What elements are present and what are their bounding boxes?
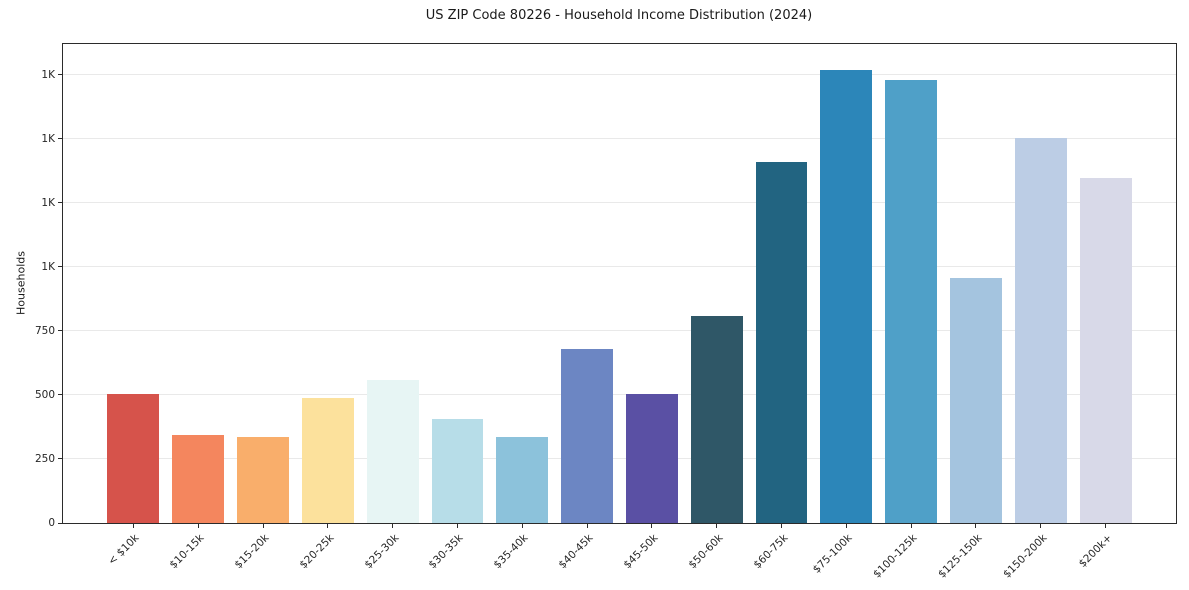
x-tick-mark [1105,524,1107,528]
gridline [63,330,1176,332]
gridline [63,74,1176,76]
gridline [63,202,1176,204]
bar [561,348,613,523]
gridline [63,394,1176,396]
y-tick-label: 1K [41,260,55,273]
bar [885,79,938,523]
bar [431,419,484,523]
bar [820,69,873,523]
plot-area [62,43,1177,524]
y-tick-label: 250 [34,452,55,465]
bar [366,379,419,523]
x-tick-mark [1040,524,1042,528]
bar [950,278,1002,523]
x-tick-mark [586,524,588,528]
gridline [63,138,1176,140]
x-tick-label: < $10k [106,532,142,568]
gridline [63,458,1176,460]
x-tick-mark [456,524,458,528]
x-tick-label: $35-40k [491,532,531,572]
x-tick-label: $40-45k [556,532,596,572]
x-tick-mark [781,524,783,528]
bar [237,437,289,523]
y-tick-mark [58,522,62,524]
y-tick-label: 750 [34,324,55,337]
x-tick-mark [845,524,847,528]
x-tick-mark [521,524,523,528]
y-tick-label: 1K [41,132,55,145]
bar [496,437,549,523]
bar [301,397,354,523]
x-tick-label: $150-200k [1000,532,1050,581]
y-tick-mark [58,202,62,204]
gridline [63,266,1176,268]
y-tick-label: 1K [41,68,55,81]
x-tick-label: $100-125k [871,532,920,581]
y-axis-label: Households [14,251,28,315]
y-tick-mark [58,330,62,332]
y-tick-label: 500 [34,388,55,401]
x-tick-label: $15-20k [232,532,272,572]
x-tick-label: $200k+ [1076,532,1115,570]
y-tick-mark [58,458,62,460]
y-tick-mark [58,138,62,140]
x-tick-label: $30-35k [426,532,466,572]
y-tick-mark [58,394,62,396]
bar [107,393,160,523]
x-tick-label: $10-15k [167,532,207,572]
x-tick-mark [197,524,199,528]
x-tick-mark [327,524,329,528]
x-tick-label: $45-50k [621,532,661,572]
bar [755,161,808,523]
bar [1014,137,1067,523]
y-tick-label: 1K [41,196,55,209]
x-tick-label: $20-25k [297,532,337,572]
x-tick-mark [716,524,718,528]
y-tick-mark [58,266,62,268]
bar [172,434,225,523]
x-tick-mark [132,524,134,528]
x-tick-mark [910,524,912,528]
x-tick-mark [651,524,653,528]
bar [690,315,743,523]
y-tick-label: 0 [48,517,55,529]
x-tick-mark [975,524,977,528]
x-tick-label: $50-60k [686,532,726,572]
x-tick-mark [392,524,394,528]
y-tick-mark [58,74,62,76]
x-tick-label: $60-75k [750,532,791,572]
x-tick-mark [262,524,264,528]
x-tick-label: $25-30k [362,532,402,572]
chart-title: US ZIP Code 80226 - Household Income Dis… [425,8,813,23]
bar [625,393,678,523]
x-tick-label: $75-100k [811,532,855,576]
x-tick-label: $125-150k [935,532,985,581]
bar [1079,178,1132,523]
